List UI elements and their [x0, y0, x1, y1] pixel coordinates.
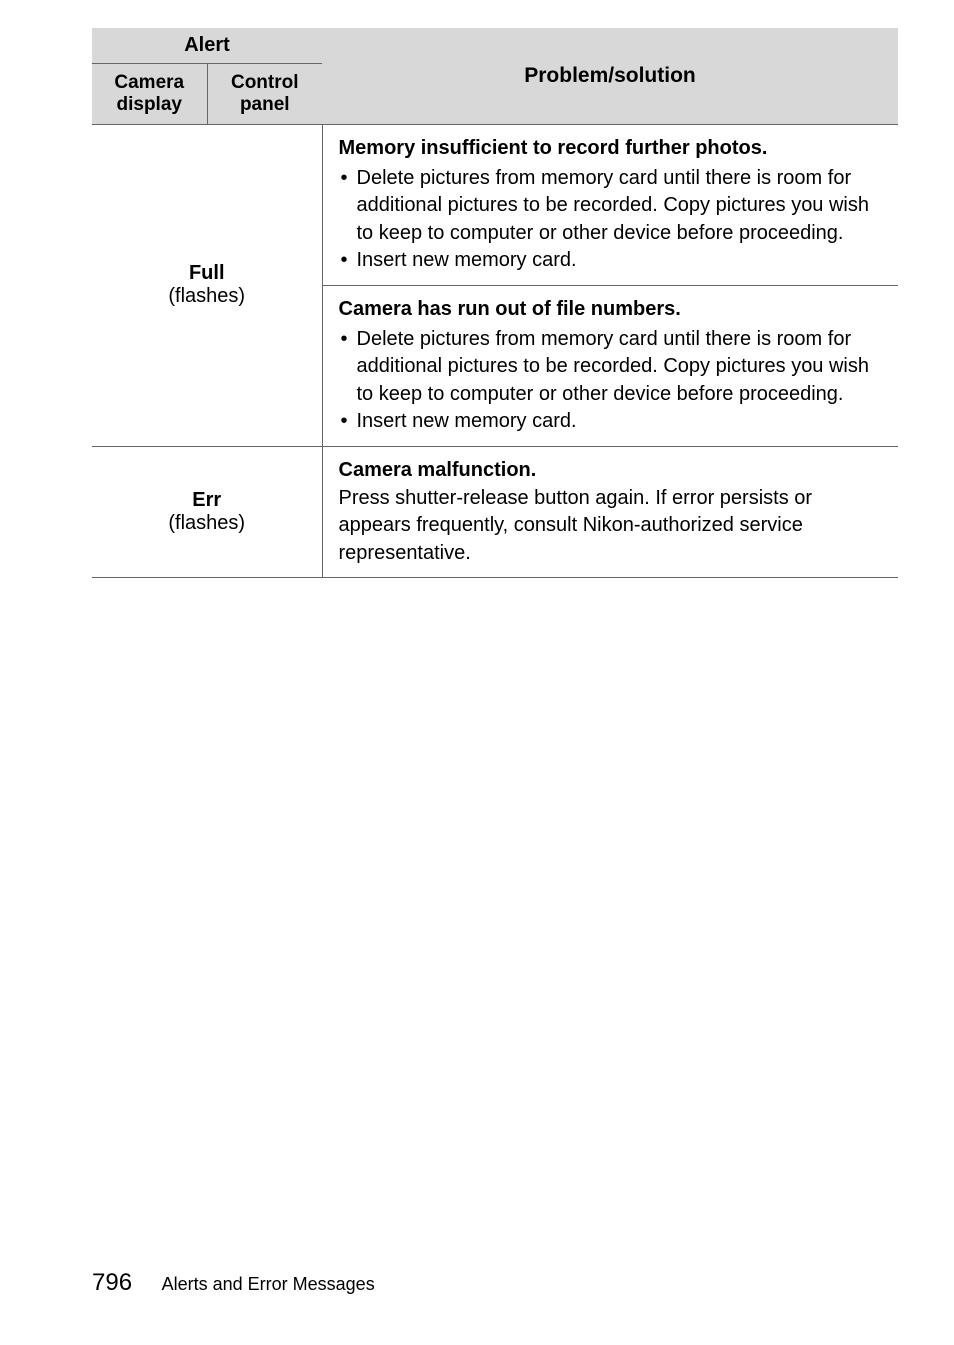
err-title: Camera malfunction.: [339, 459, 537, 481]
full-block2-title: Camera has run out of file numbers.: [339, 298, 681, 320]
full-block2-bullet2: Insert new memory card.: [357, 408, 885, 436]
full-block1-title: Memory insufficient to record further ph…: [339, 137, 768, 159]
alerts-table: Alert Problem/solution Camera display Co…: [92, 28, 898, 578]
err-label: Err: [192, 489, 221, 511]
err-content-cell: Camera malfunction. Press shutter-releas…: [322, 446, 898, 577]
control-panel-l1: Control: [231, 72, 299, 93]
page-container: Alert Problem/solution Camera display Co…: [0, 0, 954, 578]
err-alert-cell: Err (flashes): [92, 446, 322, 577]
full-block1: Memory insufficient to record further ph…: [339, 135, 885, 275]
problem-solution-header: Problem/solution: [322, 28, 898, 125]
full-label: Full: [189, 262, 225, 284]
full-block1-list: Delete pictures from memory card until t…: [339, 165, 885, 275]
full-sub: (flashes): [168, 285, 245, 307]
err-sub: (flashes): [168, 512, 245, 534]
page-footer: 796 Alerts and Error Messages: [92, 1269, 375, 1297]
row-err: Err (flashes) Camera malfunction. Press …: [92, 446, 898, 577]
full-block1-bullet1: Delete pictures from memory card until t…: [357, 165, 885, 248]
camera-display-header: Camera display: [92, 64, 207, 125]
full-alert-cell: Full (flashes): [92, 125, 322, 447]
full-block2: Camera has run out of file numbers. Dele…: [339, 296, 885, 436]
inner-divider: [323, 285, 899, 286]
control-panel-l2: panel: [240, 94, 290, 115]
control-panel-header: Control panel: [207, 64, 322, 125]
camera-display-l1: Camera: [114, 72, 184, 93]
full-block2-bullet1: Delete pictures from memory card until t…: [357, 326, 885, 409]
err-body: Press shutter-release button again. If e…: [339, 487, 813, 564]
full-block2-list: Delete pictures from memory card until t…: [339, 326, 885, 436]
section-title: Alerts and Error Messages: [162, 1274, 375, 1294]
row-full: Full (flashes) Memory insufficient to re…: [92, 125, 898, 447]
full-block1-bullet2: Insert new memory card.: [357, 247, 885, 275]
full-content-cell: Memory insufficient to record further ph…: [322, 125, 898, 447]
alert-header-cell: Alert: [92, 28, 322, 64]
camera-display-l2: display: [117, 94, 182, 115]
header-row-1: Alert Problem/solution: [92, 28, 898, 64]
page-number: 796: [92, 1269, 132, 1296]
